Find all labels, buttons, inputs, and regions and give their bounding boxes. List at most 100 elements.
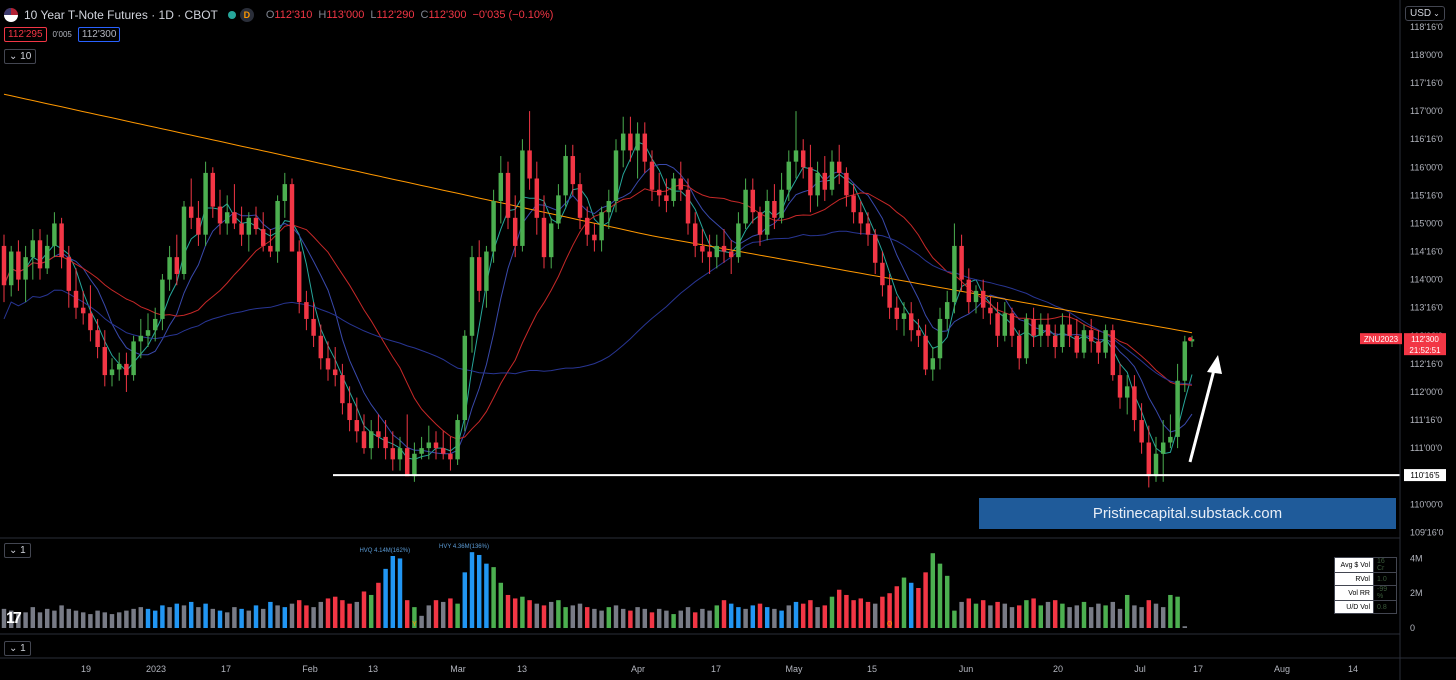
volume-bar xyxy=(368,594,374,628)
candle xyxy=(354,397,360,443)
volume-tick-label: 4M xyxy=(1410,553,1423,563)
volume-bar xyxy=(563,607,568,628)
candle xyxy=(887,274,892,319)
candle xyxy=(203,161,208,246)
y-tick-label: 115'16'0 xyxy=(1410,190,1443,200)
volume-bar xyxy=(412,607,417,628)
volume-bar xyxy=(246,610,252,628)
candle-body xyxy=(311,318,316,336)
volume-bar xyxy=(131,608,136,628)
y-tick-label: 111'16'0 xyxy=(1410,415,1442,425)
candle-body xyxy=(383,436,388,449)
candle-body xyxy=(1031,318,1036,336)
volume-bar xyxy=(743,608,748,628)
volume-bar xyxy=(390,556,396,628)
volume-bar xyxy=(1175,596,1180,628)
volume-bar xyxy=(1052,600,1058,628)
candle xyxy=(772,184,777,230)
candle xyxy=(599,206,604,252)
symbol-title[interactable]: 10 Year T-Note Futures · 1D · CBOT xyxy=(24,8,218,22)
ma-mid-line xyxy=(3,164,1193,455)
currency-selector[interactable]: USD ⌄ xyxy=(1405,6,1445,21)
candle xyxy=(368,420,374,460)
candle-body xyxy=(44,245,50,269)
spread-value: 0'005 xyxy=(52,30,72,39)
candle xyxy=(210,167,216,218)
last-price-label: 112'300 xyxy=(1411,335,1439,344)
volume-bar xyxy=(66,608,72,628)
candle xyxy=(174,234,180,286)
candle-body xyxy=(253,217,259,230)
volume-bar xyxy=(635,607,640,628)
candle-body xyxy=(426,442,432,449)
candle xyxy=(188,178,194,230)
candle-body xyxy=(462,335,468,421)
volume-bar xyxy=(887,593,892,628)
candle xyxy=(433,431,439,460)
candle xyxy=(66,245,72,308)
candle-body xyxy=(685,189,691,224)
volume-collapse-button[interactable]: ⌄ 1 xyxy=(4,543,31,558)
volume-bar xyxy=(1096,603,1101,628)
volume-bar xyxy=(944,575,950,628)
volume-annotation: HVQ 4.14M(162%) xyxy=(359,548,410,554)
candle-body xyxy=(714,245,720,258)
buy-button[interactable]: 112'300 xyxy=(77,27,121,42)
candle xyxy=(1139,403,1144,454)
candle-body xyxy=(102,347,108,376)
candle xyxy=(296,240,302,314)
candle-body xyxy=(793,150,799,162)
volume-bar xyxy=(779,610,784,628)
volume-bar xyxy=(210,608,216,628)
volume-bar xyxy=(1038,605,1044,628)
candle xyxy=(1031,307,1036,348)
candle-body xyxy=(390,448,396,460)
sell-button[interactable]: 112'295 xyxy=(4,27,47,42)
volume-bar xyxy=(109,614,115,628)
candle xyxy=(563,144,568,207)
candle-body xyxy=(59,223,64,258)
candle-body xyxy=(433,442,439,449)
candle xyxy=(880,251,885,297)
volume-bar xyxy=(757,603,763,628)
x-tick-label: Jun xyxy=(959,664,974,674)
candle-body xyxy=(419,448,424,454)
volume-bar xyxy=(152,610,158,628)
arrow-shaft xyxy=(1188,369,1216,463)
y-tick-label: 114'00'0 xyxy=(1410,275,1443,285)
candle-body xyxy=(66,257,72,291)
candle xyxy=(160,274,165,331)
volume-bar xyxy=(678,610,684,628)
x-tick-label: 20 xyxy=(1053,664,1063,674)
candle xyxy=(613,139,619,213)
candle xyxy=(815,161,820,207)
candle xyxy=(95,318,100,359)
candle-body xyxy=(1189,339,1195,342)
tradingview-logo[interactable]: 17 xyxy=(6,610,22,627)
ma-orange-line xyxy=(3,93,1193,334)
candle xyxy=(1002,302,1008,342)
volume-bar xyxy=(613,605,619,628)
candle-body xyxy=(1067,324,1072,336)
candle xyxy=(88,285,93,342)
indicators-collapse-button[interactable]: ⌄ 10 xyxy=(4,49,37,64)
volume-bar xyxy=(376,582,381,628)
candle-body xyxy=(138,335,144,342)
candle xyxy=(376,414,381,449)
pane3-collapse-button[interactable]: ⌄ 1 xyxy=(4,641,31,656)
candle xyxy=(973,285,979,314)
candle-body xyxy=(16,251,21,280)
candle xyxy=(340,363,345,415)
candle xyxy=(455,414,460,465)
candle xyxy=(808,144,813,213)
candle-body xyxy=(404,448,410,477)
candle xyxy=(16,240,21,291)
x-tick-label: Jul xyxy=(1134,664,1146,674)
candle xyxy=(721,229,727,263)
y-tick-label: 111'00'0 xyxy=(1410,443,1442,453)
volume-bar xyxy=(692,612,698,628)
volume-bar xyxy=(268,601,273,628)
candle-body xyxy=(224,212,230,224)
candle xyxy=(534,161,540,235)
